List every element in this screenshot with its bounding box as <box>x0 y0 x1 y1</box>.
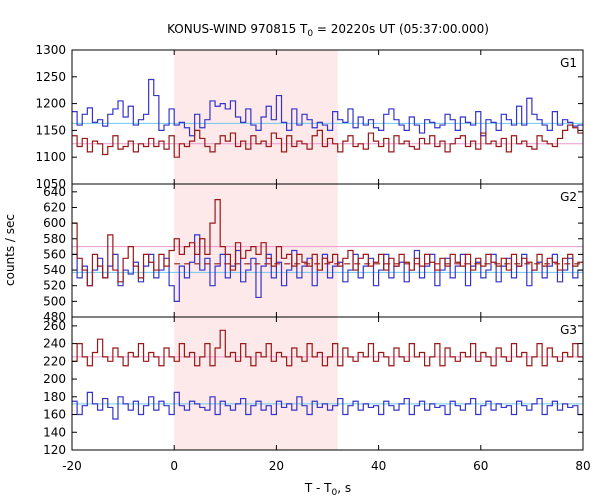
y-tick-label: 240 <box>43 337 66 351</box>
panel-label: G3 <box>560 323 577 337</box>
x-tick-label: 60 <box>473 459 488 473</box>
y-tick-label: 220 <box>43 354 66 368</box>
y-tick-label: 500 <box>43 294 66 308</box>
x-tick-label: 80 <box>575 459 590 473</box>
panel-label: G2 <box>560 190 577 204</box>
y-tick-label: 1200 <box>35 97 66 111</box>
panel-label: G1 <box>560 56 577 70</box>
y-tick-label: 1250 <box>35 70 66 84</box>
y-tick-label: 140 <box>43 425 66 439</box>
highlight-band <box>174 317 338 450</box>
y-axis-label: counts / sec <box>3 214 17 286</box>
y-tick-label: 180 <box>43 390 66 404</box>
y-tick-label: 120 <box>43 443 66 457</box>
y-tick-label: 560 <box>43 247 66 261</box>
y-tick-label: 1300 <box>35 43 66 57</box>
y-tick-label: 160 <box>43 408 66 422</box>
y-tick-label: 1100 <box>35 150 66 164</box>
y-tick-label: 200 <box>43 372 66 386</box>
series-blue <box>72 78 583 137</box>
y-tick-label: 540 <box>43 263 66 277</box>
x-tick-label: -20 <box>62 459 82 473</box>
x-ticks: -20 0 20 40 60 80 <box>62 459 590 473</box>
x-tick-label: 0 <box>170 459 178 473</box>
highlight-band <box>174 50 338 184</box>
series-red <box>72 199 583 287</box>
y-tick-label: 580 <box>43 232 66 246</box>
y-tick-label: 520 <box>43 279 66 293</box>
chart-title: KONUS-WIND 970815 T0 = 20220s UT (05:37:… <box>167 22 489 39</box>
panel-frame <box>71 316 584 451</box>
x-tick-label: 40 <box>371 459 386 473</box>
y-tick-label: 640 <box>43 185 66 199</box>
series-red <box>72 124 583 158</box>
series-red <box>72 329 583 367</box>
x-tick-label: 20 <box>269 459 284 473</box>
panel-g3: 120 140 160 180 200 220 240 260 G3 <box>43 316 584 457</box>
series-blue <box>72 391 583 420</box>
y-tick-label: 260 <box>43 319 66 333</box>
y-tick-label: 620 <box>43 200 66 214</box>
series-blue <box>72 234 583 302</box>
x-axis-label: T - T0, s <box>304 481 351 498</box>
y-tick-label: 480 <box>43 310 66 324</box>
y-tick-label: 600 <box>43 216 66 230</box>
panel-g1: 1050 1100 1150 1200 1250 1300 G1 <box>35 43 584 191</box>
y-tick-label: 1150 <box>35 123 66 137</box>
y-tick-label: 1050 <box>35 177 66 191</box>
